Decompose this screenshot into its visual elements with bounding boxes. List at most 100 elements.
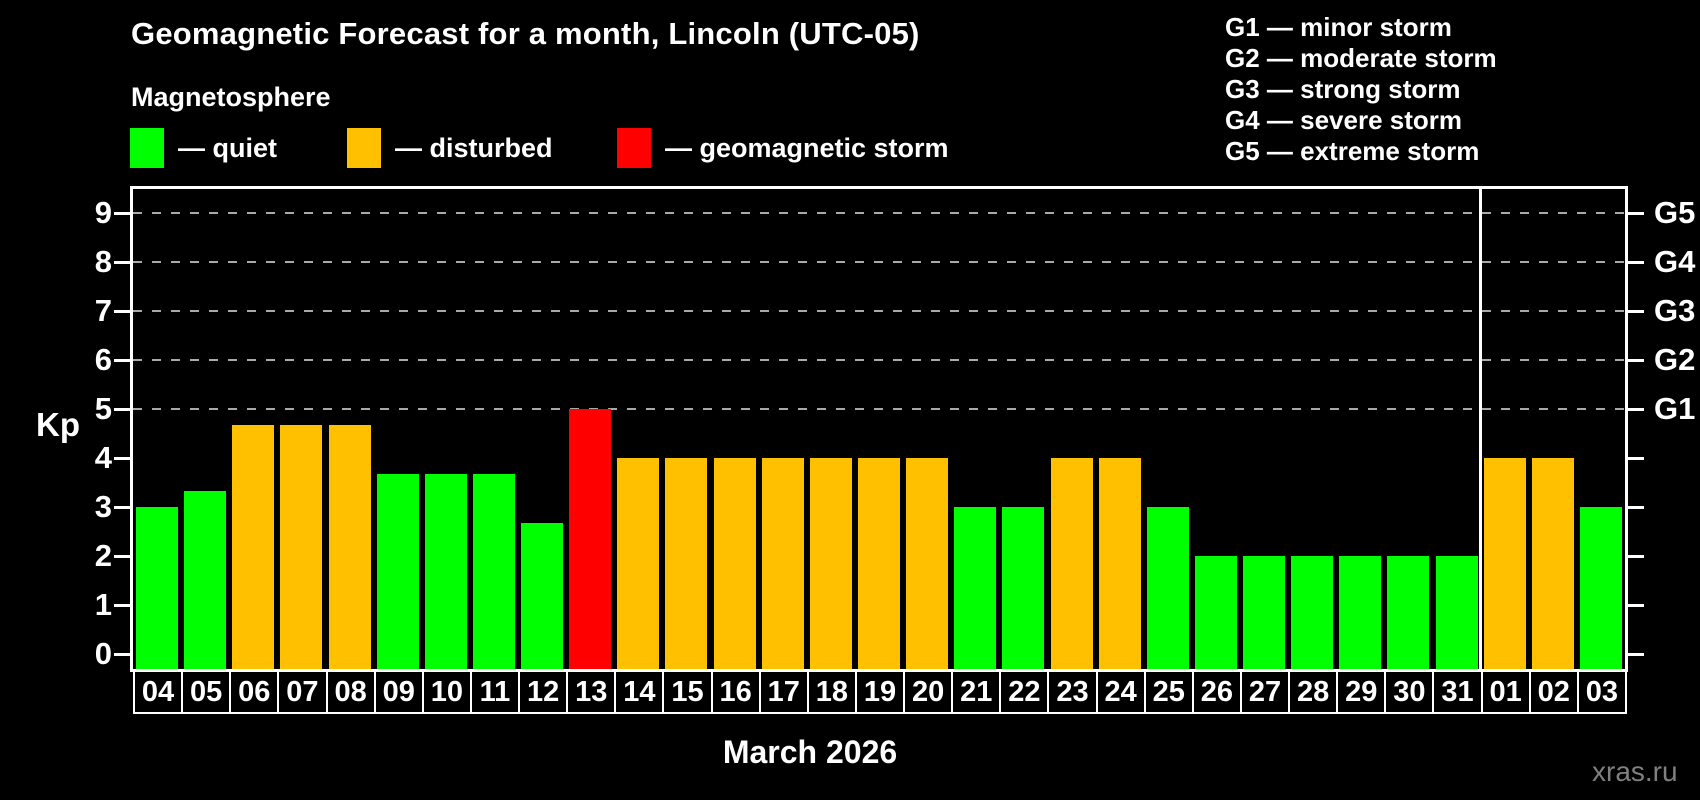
x-axis-title: March 2026 — [722, 734, 898, 770]
bar-day-06 — [232, 425, 275, 669]
day-label-23: 23 — [1047, 670, 1098, 714]
day-label-30: 30 — [1384, 670, 1435, 714]
right-axis-tick-7 — [1628, 309, 1644, 313]
y-axis-tick-6 — [114, 358, 130, 362]
day-label-05: 05 — [181, 670, 232, 714]
storm-scale-item-g4: G4 — severe storm — [1225, 105, 1463, 135]
day-label-13: 13 — [566, 670, 617, 714]
y-axis-label-3: 3 — [94, 489, 112, 524]
bar-day-25 — [1146, 507, 1189, 669]
day-label-18: 18 — [806, 670, 857, 714]
day-label-11: 11 — [469, 670, 521, 714]
right-axis-label-g4: G4 — [1654, 244, 1696, 279]
day-label-08: 08 — [325, 670, 376, 714]
kp-chart-plot-area — [133, 189, 1625, 669]
y-axis-label-8: 8 — [94, 244, 112, 279]
right-axis-label-g1: G1 — [1654, 391, 1696, 426]
bar-day-09 — [376, 474, 419, 669]
magnetosphere-legend: — quiet — disturbed — geomagnetic storm — [0, 128, 1700, 172]
y-axis-label-6: 6 — [94, 342, 112, 377]
y-axis-tick-8 — [114, 260, 130, 264]
day-label-02: 02 — [1528, 670, 1579, 714]
y-axis-label-2: 2 — [94, 538, 112, 573]
bar-day-21 — [954, 507, 997, 669]
bar-day-22 — [1002, 507, 1045, 669]
storm-color-swatch — [617, 128, 651, 168]
bar-day-20 — [906, 458, 949, 669]
gridline-kp-8 — [133, 261, 1625, 263]
right-axis-tick-4 — [1628, 456, 1644, 460]
y-axis-label-1: 1 — [94, 587, 112, 622]
right-axis-label-g2: G2 — [1654, 342, 1696, 377]
day-label-06: 06 — [229, 670, 280, 714]
bar-day-18 — [809, 458, 852, 669]
gridline-kp-9 — [133, 212, 1625, 214]
bar-day-04 — [136, 507, 179, 669]
right-axis-tick-9 — [1628, 211, 1644, 215]
day-label-10: 10 — [421, 670, 472, 714]
y-axis-label-4: 4 — [94, 440, 112, 475]
bar-day-08 — [328, 425, 371, 669]
bar-day-28 — [1291, 556, 1334, 669]
bar-day-14 — [617, 458, 660, 669]
day-label-26: 26 — [1191, 670, 1242, 714]
bar-day-30 — [1387, 556, 1430, 669]
day-label-03: 03 — [1576, 670, 1627, 714]
day-label-27: 27 — [1239, 670, 1291, 714]
month-separator-line — [1479, 189, 1483, 669]
right-axis-tick-0 — [1628, 652, 1644, 656]
bar-day-05 — [184, 490, 227, 669]
gridline-kp-7 — [133, 310, 1625, 312]
right-axis-tick-6 — [1628, 358, 1644, 362]
x-axis-day-labels: 04 05 06 07 08 09 10 11 12 13 14 15 16 17 18 19 20 21 22 23… — [133, 670, 1627, 714]
right-axis-tick-1 — [1628, 603, 1644, 607]
day-label-24: 24 — [1095, 670, 1146, 714]
y-axis-title: Kp — [36, 406, 80, 443]
day-label-04: 04 — [133, 670, 184, 714]
right-axis-tick-8 — [1628, 260, 1644, 264]
kp-chart-plot — [130, 186, 1628, 672]
legend-item-disturbed: — disturbed — [347, 128, 553, 168]
day-label-21: 21 — [951, 670, 1002, 714]
legend-label-quiet: — quiet — [178, 132, 277, 163]
storm-scale-legend: G1 — minor storm G2 — moderate storm G3 — … — [1225, 12, 1497, 167]
day-label-25: 25 — [1143, 670, 1194, 714]
gridline-kp-5 — [133, 408, 1625, 410]
day-label-17: 17 — [758, 670, 809, 714]
legend-item-quiet: — quiet — [130, 128, 277, 168]
xras-watermark: xras.ru — [1592, 756, 1678, 787]
right-axis-label-g3: G3 — [1654, 293, 1696, 328]
y-axis-tick-7 — [114, 309, 130, 313]
right-axis-label-g5: G5 — [1654, 195, 1696, 230]
bar-day-13 — [569, 409, 612, 669]
storm-scale-item-g5: G5 — extreme storm — [1225, 136, 1480, 166]
day-label-14: 14 — [614, 670, 665, 714]
day-label-29: 29 — [1336, 670, 1387, 714]
chart-title: Geomagnetic Forecast for a month, Lincol… — [131, 16, 920, 51]
bar-day-03 — [1579, 507, 1622, 669]
bar-day-16 — [713, 458, 756, 669]
y-axis-tick-2 — [114, 554, 130, 558]
legend-label-disturbed: — disturbed — [395, 132, 553, 163]
y-axis-label-0: 0 — [94, 636, 112, 671]
day-label-22: 22 — [999, 670, 1050, 714]
right-axis-tick-5 — [1628, 407, 1644, 411]
storm-scale-item-g1: G1 — minor storm — [1225, 12, 1452, 42]
bar-day-31 — [1435, 556, 1478, 669]
quiet-color-swatch — [130, 128, 164, 168]
day-label-07: 07 — [277, 670, 328, 714]
bar-day-23 — [1050, 458, 1093, 669]
storm-scale-item-g2: G2 — moderate storm — [1225, 43, 1497, 73]
y-axis-tick-0 — [114, 652, 130, 656]
bar-day-11 — [472, 474, 515, 669]
bar-day-10 — [424, 474, 467, 669]
day-label-31: 31 — [1432, 670, 1483, 714]
bar-day-12 — [521, 523, 564, 669]
bar-day-24 — [1098, 458, 1141, 669]
day-label-12: 12 — [518, 670, 569, 714]
bar-day-07 — [280, 425, 323, 669]
bar-day-27 — [1243, 556, 1286, 669]
bar-day-26 — [1194, 556, 1237, 669]
gridline-kp-6 — [133, 359, 1625, 361]
